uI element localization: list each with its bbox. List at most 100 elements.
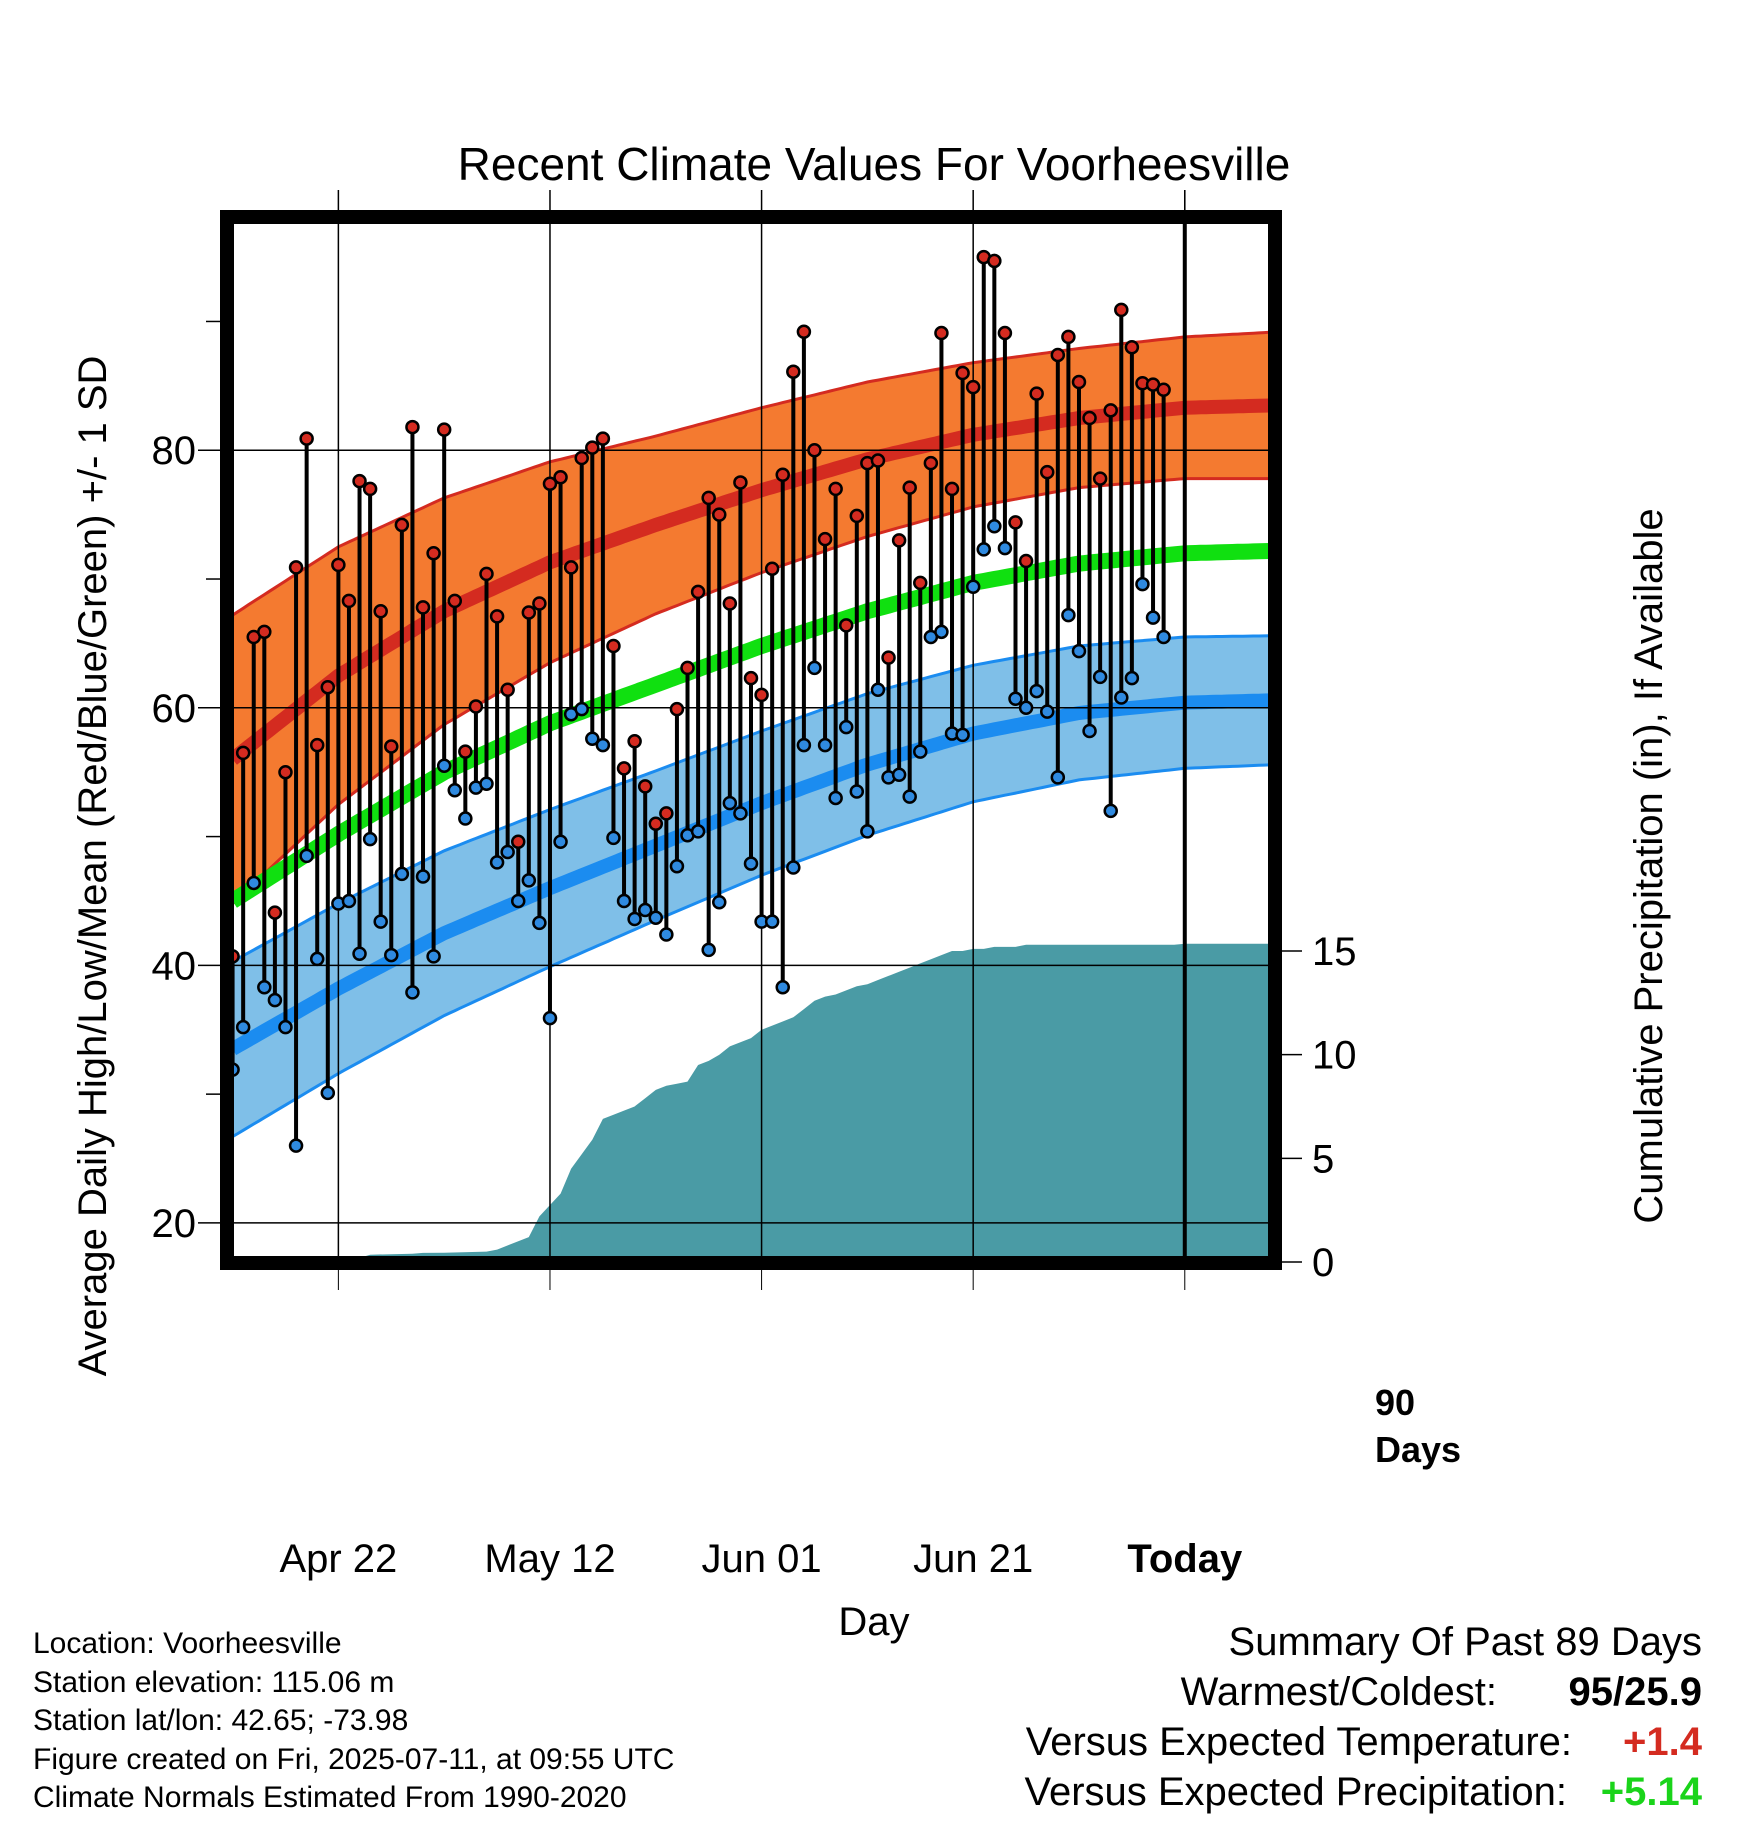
daily-low-point: [235, 1019, 251, 1035]
daily-high-point: [510, 834, 526, 849]
daily-high-point: [542, 476, 558, 491]
daily-low-point: [616, 893, 632, 909]
daily-low-point: [1061, 607, 1076, 623]
daily-high-point: [1008, 515, 1023, 530]
daily-low-point: [553, 834, 568, 849]
daily-low-point: [1124, 670, 1140, 686]
daily-low-point: [288, 1138, 304, 1153]
daily-low-point: [373, 914, 388, 929]
daily-high-point: [405, 419, 420, 435]
daily-low-point: [1050, 770, 1066, 785]
daily-high-point: [807, 442, 822, 458]
daily-high-point: [764, 561, 780, 576]
daily-high-point: [923, 455, 939, 471]
daily-low-point: [1114, 690, 1129, 705]
daily-high-point: [1114, 302, 1129, 318]
daily-low-point: [838, 719, 854, 735]
cumulative-precip-area: [350, 943, 1270, 1258]
daily-low-point: [934, 624, 949, 640]
daily-high-point: [849, 508, 865, 524]
daily-low-point: [489, 855, 505, 870]
daily-high-point: [1050, 347, 1066, 363]
precip-area: [350, 943, 1270, 1258]
daily-low-point: [849, 784, 865, 799]
daily-high-point: [828, 481, 843, 497]
y2-tick-label: 15: [1312, 930, 1357, 974]
daily-low-point: [669, 858, 685, 874]
daily-low-point: [606, 830, 621, 846]
normal-bands: [232, 330, 1270, 1138]
daily-high-point: [257, 624, 272, 640]
summary-title: Summary Of Past 89 Days: [1228, 1620, 1702, 1664]
daily-low-point: [394, 866, 410, 882]
daily-low-point: [965, 579, 981, 595]
daily-low-point: [595, 737, 611, 753]
daily-high-point: [532, 596, 547, 611]
daily-high-point: [1103, 403, 1118, 418]
daily-low-point: [807, 660, 822, 676]
daily-low-point: [690, 824, 706, 839]
daily-low-point: [510, 893, 526, 909]
daily-low-point: [987, 518, 1002, 534]
daily-high-point: [1092, 471, 1108, 486]
daily-low-point: [786, 860, 801, 875]
daily-low-point: [913, 744, 928, 759]
daily-low-point: [828, 790, 843, 806]
station-info: Location: Voorheesville Station elevatio…: [33, 1625, 674, 1818]
daily-low-point: [701, 942, 716, 958]
daily-low-point: [278, 1019, 293, 1035]
daily-high-point: [786, 364, 801, 379]
daily-low-point: [1082, 723, 1097, 739]
warmest-coldest-value: 95/25.9: [1568, 1670, 1702, 1714]
daily-high-point: [553, 470, 568, 485]
daily-high-point: [1071, 374, 1087, 390]
temp-diff-value: +1.4: [1623, 1720, 1702, 1764]
daily-high-point: [606, 638, 621, 654]
daily-low-point: [405, 985, 420, 1000]
daily-low-point: [860, 824, 875, 839]
daily-low-point: [426, 949, 441, 964]
x-tick-label: Jun 01: [702, 1537, 822, 1581]
daily-high-point: [436, 422, 452, 437]
plot-border: [220, 210, 1282, 1270]
daily-high-point: [373, 603, 388, 619]
daily-high-point: [965, 379, 981, 395]
daily-high-point: [1018, 553, 1034, 569]
y-tick-label: 60: [152, 687, 197, 731]
daily-high-point: [468, 699, 484, 714]
daily-high-point: [722, 596, 738, 611]
daily-low-point: [267, 992, 283, 1008]
precip-diff-value: +5.14: [1600, 1770, 1702, 1814]
daily-low-point: [1029, 683, 1044, 699]
warmest-coldest-row: Warmest/Coldest: 95/25.9: [802, 1670, 1702, 1720]
daily-low-point: [532, 915, 547, 931]
daily-high-point: [627, 734, 642, 749]
normal-high-line: [232, 398, 1270, 765]
daily-high-point: [775, 467, 790, 482]
daily-low-point: [764, 914, 780, 929]
daily-high-point: [341, 593, 357, 609]
daily-high-point: [595, 431, 611, 446]
plot-frame: [220, 210, 1282, 1270]
daily-high-point: [1156, 382, 1171, 397]
daily-high-point: [458, 744, 473, 759]
daily-high-point: [659, 806, 674, 821]
created-text: Figure created on Fri, 2025-07-11, at 09…: [33, 1742, 675, 1776]
daily-low-point: [500, 844, 515, 860]
daily-low-point: [902, 789, 917, 804]
daily-low-point: [309, 951, 325, 967]
temp-diff-label: Versus Expected Temperature:: [1025, 1720, 1572, 1764]
daily-high-point: [500, 682, 515, 698]
daily-high-point: [288, 560, 304, 575]
daily-high-point: [362, 481, 378, 497]
x-tick-label: May 12: [484, 1537, 615, 1581]
daily-low-point: [574, 701, 589, 717]
daily-low-point: [637, 902, 653, 918]
daily-low-point: [299, 848, 314, 864]
daily-low-point: [955, 727, 970, 743]
daily-high-point: [712, 507, 727, 522]
daily-high-point: [944, 481, 960, 497]
daily-low-point: [870, 682, 886, 698]
daily-low-point: [1156, 629, 1171, 645]
daily-low-point: [796, 737, 812, 753]
